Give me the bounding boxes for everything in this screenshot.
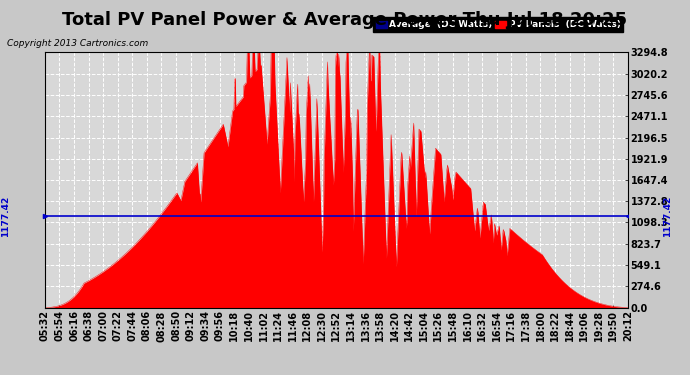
Text: Copyright 2013 Cartronics.com: Copyright 2013 Cartronics.com (7, 39, 148, 48)
Text: 1177.42: 1177.42 (663, 196, 672, 237)
Text: Total PV Panel Power & Average Power Thu Jul 18 20:25: Total PV Panel Power & Average Power Thu… (62, 11, 628, 29)
Legend: Average  (DC Watts), PV Panels  (DC Watts): Average (DC Watts), PV Panels (DC Watts) (373, 18, 623, 32)
Text: 1177.42: 1177.42 (1, 196, 10, 237)
